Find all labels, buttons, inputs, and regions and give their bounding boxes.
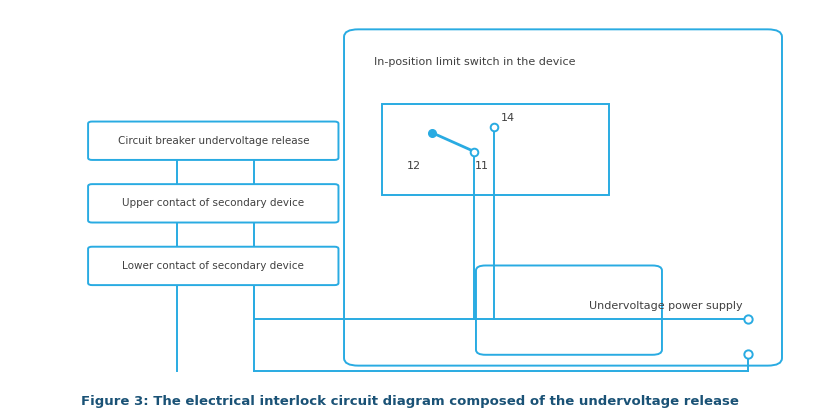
FancyBboxPatch shape xyxy=(344,29,781,366)
Text: Figure 3: The electrical interlock circuit diagram composed of the undervoltage : Figure 3: The electrical interlock circu… xyxy=(81,395,738,408)
Text: Undervoltage power supply: Undervoltage power supply xyxy=(588,301,741,311)
Text: Upper contact of secondary device: Upper contact of secondary device xyxy=(122,198,304,208)
Text: In-position limit switch in the device: In-position limit switch in the device xyxy=(373,57,575,67)
Text: 11: 11 xyxy=(474,161,489,171)
Text: 12: 12 xyxy=(406,161,420,171)
Text: Circuit breaker undervoltage release: Circuit breaker undervoltage release xyxy=(117,136,309,146)
FancyBboxPatch shape xyxy=(382,104,608,195)
Text: 14: 14 xyxy=(500,113,514,123)
FancyBboxPatch shape xyxy=(88,121,338,160)
FancyBboxPatch shape xyxy=(88,247,338,285)
Text: Lower contact of secondary device: Lower contact of secondary device xyxy=(122,261,304,271)
FancyBboxPatch shape xyxy=(88,184,338,223)
FancyBboxPatch shape xyxy=(475,265,661,355)
